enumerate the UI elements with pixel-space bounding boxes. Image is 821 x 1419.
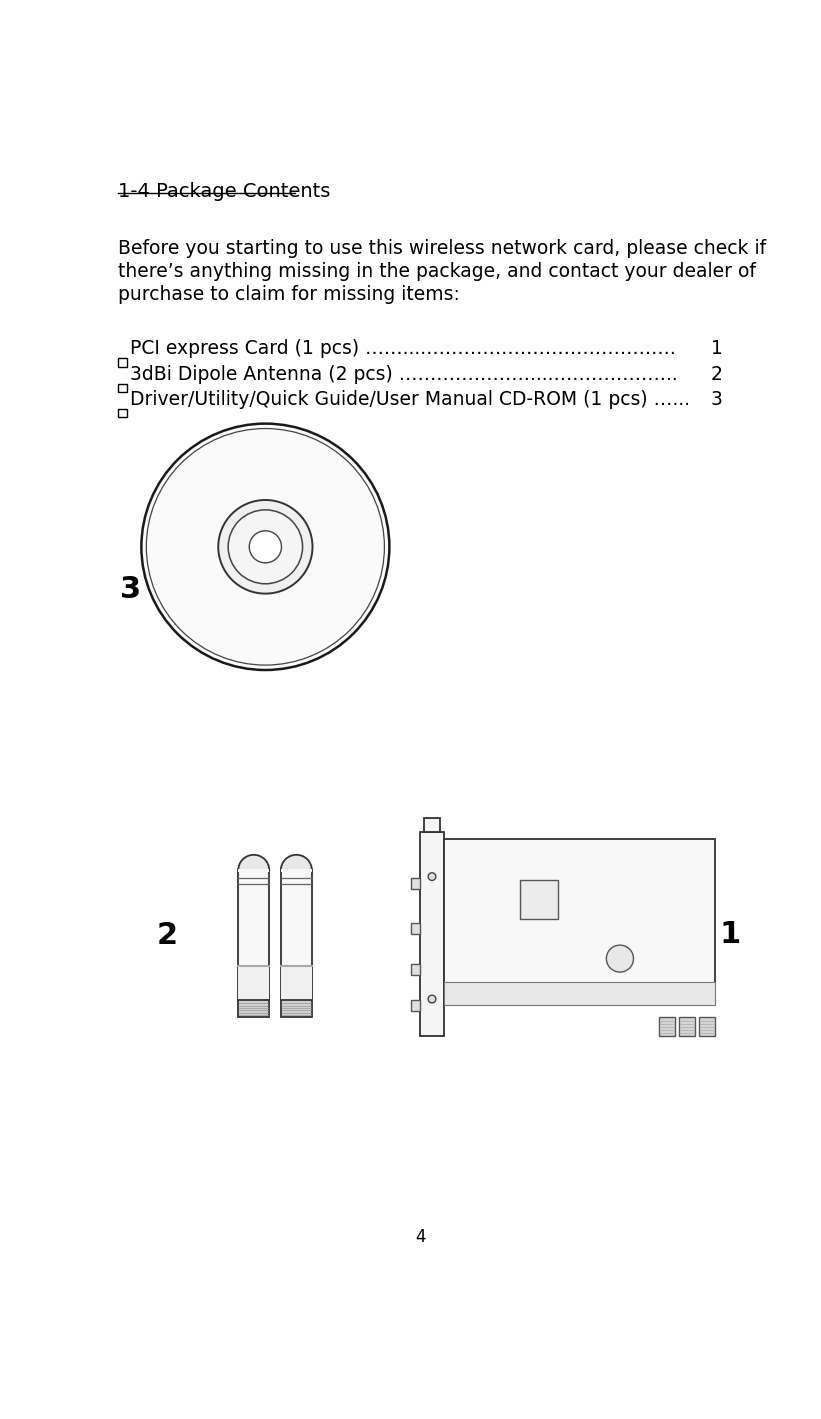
Text: 1: 1 [711,339,722,358]
Bar [420,832,443,1036]
Bar [411,922,420,934]
Text: Before you starting to use this wireless network card, please check if: Before you starting to use this wireless… [118,238,766,258]
Ellipse shape [607,945,634,972]
Ellipse shape [250,531,282,563]
Text: there’s anything missing in the package, and contact your dealer of: there’s anything missing in the package,… [118,263,756,281]
Bar [679,1016,695,1036]
Bar [659,1016,675,1036]
Bar [118,383,126,392]
Text: Driver/Utility/Quick Guide/User Manual CD-ROM (1 pcs) …...: Driver/Utility/Quick Guide/User Manual C… [130,390,690,409]
Text: PCI express Card (1 pcs) ……....………………………………….: PCI express Card (1 pcs) ……....………………………… [130,339,676,358]
Ellipse shape [428,873,436,880]
Text: 1: 1 [719,920,741,949]
Text: 4: 4 [415,1227,425,1246]
Bar [443,840,715,1005]
Bar [238,870,269,999]
Bar [281,870,312,999]
Ellipse shape [228,509,303,583]
Wedge shape [281,854,312,870]
Text: 2: 2 [711,365,722,383]
Text: 3dBi Dipole Antenna (2 pcs) …………………....………………..: 3dBi Dipole Antenna (2 pcs) …………………....…… [130,365,677,383]
Bar [118,409,126,417]
Bar [118,358,126,366]
Ellipse shape [218,499,313,593]
Bar [238,868,269,871]
Text: 2: 2 [157,921,178,951]
Bar [238,966,269,999]
Wedge shape [238,854,269,870]
Bar [411,964,420,975]
Bar [238,999,269,1016]
Text: 1-4 Package Contents: 1-4 Package Contents [118,182,331,201]
Bar [281,999,312,1016]
Bar [411,1000,420,1012]
Bar [424,817,440,832]
Text: 3: 3 [120,576,140,604]
Text: 3: 3 [711,390,722,409]
Ellipse shape [428,995,436,1003]
Ellipse shape [141,424,389,670]
Text: purchase to claim for missing items:: purchase to claim for missing items: [118,285,460,304]
Bar [281,966,312,999]
Bar [699,1016,715,1036]
Bar [281,868,312,871]
Bar [443,982,715,1005]
Bar [520,880,558,920]
Bar [411,878,420,888]
